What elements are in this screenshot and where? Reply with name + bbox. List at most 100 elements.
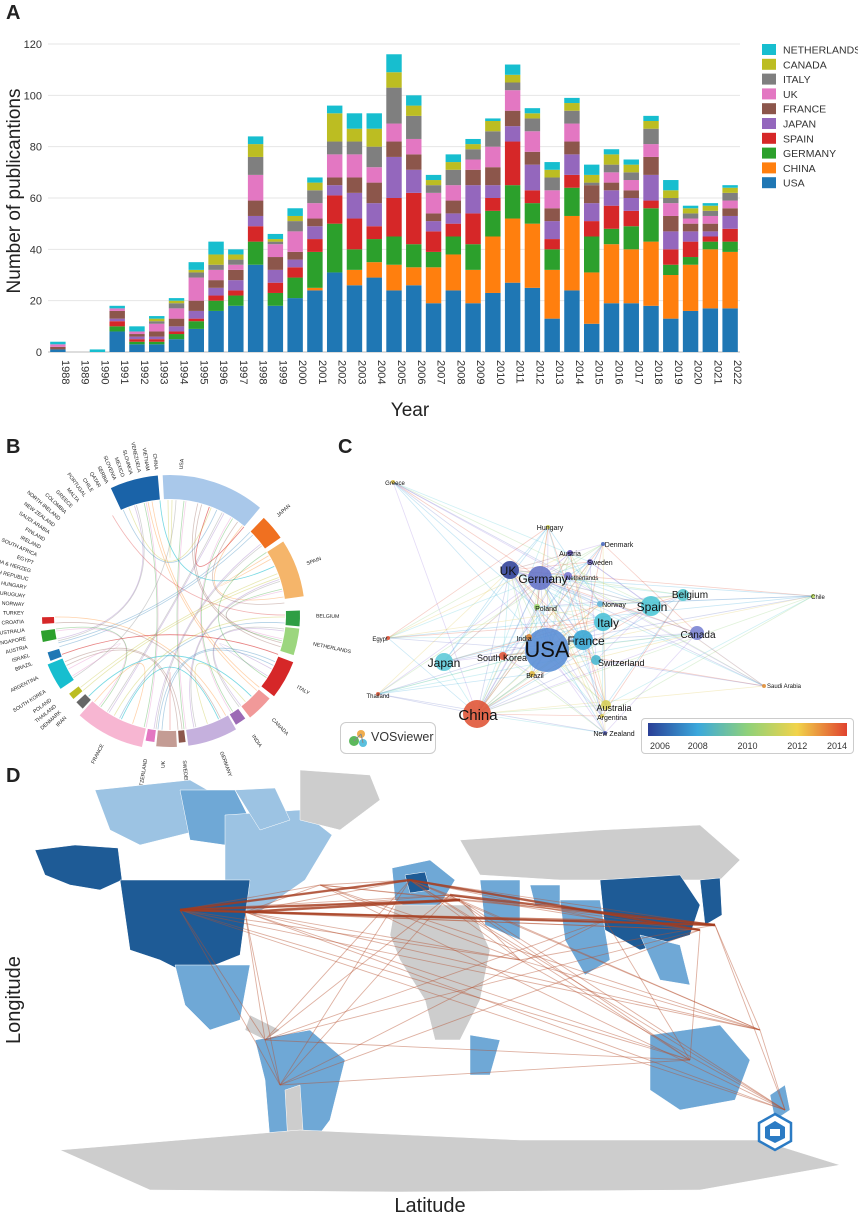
bar-segment xyxy=(168,303,185,309)
bar-segment xyxy=(663,264,679,275)
bar-segment xyxy=(722,192,738,201)
bar-segment xyxy=(544,269,560,319)
bar-segment xyxy=(425,180,442,186)
network-edge xyxy=(476,632,698,715)
network-node xyxy=(594,613,612,631)
bar-segment xyxy=(465,149,481,160)
chord-arc xyxy=(178,730,186,743)
bar-segment xyxy=(425,174,442,181)
network-edge xyxy=(595,605,652,661)
network-node-label: France xyxy=(567,634,605,648)
collaboration-link xyxy=(714,924,761,1031)
vosviewer-logo-icon xyxy=(349,730,367,747)
chord-ribbon xyxy=(121,666,219,720)
network-edge xyxy=(392,481,541,579)
collaboration-link xyxy=(409,879,451,896)
chord-ribbon xyxy=(212,521,285,605)
y-tick-label: 40 xyxy=(30,244,42,256)
bar-segment xyxy=(188,277,204,301)
chord-label: AUSTRIA xyxy=(5,645,29,656)
bar-segment xyxy=(386,198,402,237)
bar-segment xyxy=(702,241,719,250)
network-edge xyxy=(392,481,652,607)
bar-segment xyxy=(584,182,600,186)
network-node xyxy=(811,594,815,598)
collaboration-link xyxy=(179,909,761,1031)
colorbar-gradient xyxy=(648,723,847,736)
collaboration-link xyxy=(244,911,691,1061)
bar-segment xyxy=(603,172,620,183)
chord-ribbon xyxy=(151,501,260,688)
bar-segment xyxy=(682,218,699,224)
chord-arc xyxy=(261,656,294,697)
bar-segment xyxy=(168,339,185,352)
bar-segment xyxy=(425,221,442,232)
collaboration-link xyxy=(179,909,266,1041)
bar-segment xyxy=(168,331,185,335)
chord-ribbon xyxy=(145,502,159,728)
chord-ribbon xyxy=(112,515,286,616)
vosviewer-badge: VOSviewer xyxy=(340,722,436,754)
network-node xyxy=(528,566,552,590)
chord-ribbon xyxy=(194,504,282,644)
bar-segment xyxy=(149,321,165,324)
network-edge xyxy=(569,552,607,706)
colorbar-tick: 2012 xyxy=(787,741,807,751)
bar-segment xyxy=(623,226,639,250)
network-edge xyxy=(539,577,814,597)
bar-segment xyxy=(406,95,422,106)
bar-segment xyxy=(445,223,462,237)
bar-segment xyxy=(643,174,659,201)
collaboration-link xyxy=(179,909,786,1111)
chord-ribbon xyxy=(113,616,285,716)
network-edge xyxy=(547,526,603,717)
x-tick-label: 1988 xyxy=(59,360,71,384)
bar-segment xyxy=(584,185,600,204)
network-edge xyxy=(377,693,606,734)
network-edge xyxy=(509,569,601,605)
network-node xyxy=(386,636,390,640)
bar-stacks xyxy=(50,54,738,352)
x-tick-label: 1994 xyxy=(178,360,190,384)
chord-ribbon xyxy=(159,500,275,582)
y-tick-label: 80 xyxy=(30,142,42,154)
network-edge xyxy=(377,649,548,695)
bar-segment xyxy=(188,300,204,311)
bar-segment xyxy=(208,264,224,270)
bar-segment xyxy=(623,198,639,211)
bar-segment xyxy=(346,249,363,270)
legend-label: GERMANY xyxy=(783,148,836,160)
network-edge xyxy=(387,526,549,639)
bar-segment xyxy=(149,341,165,345)
legend-swatch xyxy=(762,103,776,115)
network-edge xyxy=(539,577,607,706)
network-edge xyxy=(547,526,601,605)
bar-segment xyxy=(643,144,659,157)
bar-segment xyxy=(722,208,738,216)
bar-segment xyxy=(485,167,501,186)
x-tick-label: 2008 xyxy=(454,360,466,384)
network-node-label: UK xyxy=(500,564,517,578)
chord-arc xyxy=(267,541,304,599)
bar-segment xyxy=(425,192,442,214)
network-node xyxy=(573,630,593,650)
network-edge xyxy=(567,575,765,687)
bar-segment xyxy=(307,203,323,219)
network-node xyxy=(587,559,593,565)
chord-label: BRAZIL xyxy=(14,661,33,673)
bar-segment xyxy=(326,113,343,142)
network-node xyxy=(499,652,507,660)
bar-segment xyxy=(682,257,699,265)
legend-swatch xyxy=(762,118,776,129)
chord-arc xyxy=(186,715,236,746)
x-tick-label: 2010 xyxy=(494,360,506,384)
bar-segment xyxy=(643,241,659,306)
chord-label: BELGIUM xyxy=(316,614,339,620)
network-node-label: Saudi Arabia xyxy=(767,684,802,690)
bar-segment xyxy=(663,275,679,319)
network-edge xyxy=(567,575,597,661)
bar-segment xyxy=(149,344,165,352)
bar-segment xyxy=(109,331,125,352)
network-edge xyxy=(589,561,597,661)
